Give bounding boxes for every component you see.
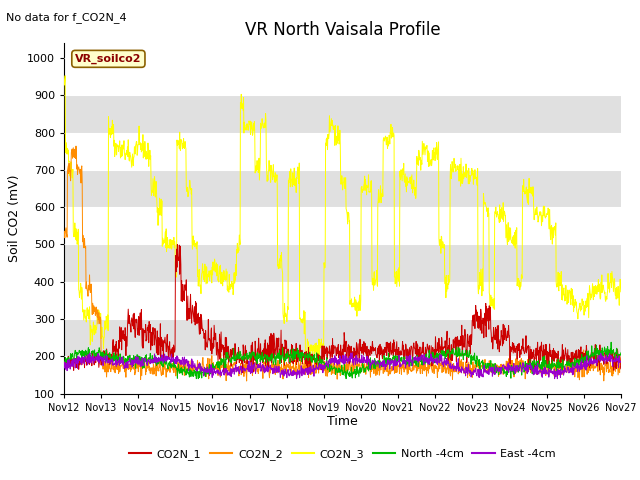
- Text: VR_soilco2: VR_soilco2: [75, 54, 141, 64]
- Bar: [64, 132, 621, 170]
- Bar: [64, 319, 621, 356]
- Bar: [64, 356, 621, 394]
- Text: No data for f_CO2N_4: No data for f_CO2N_4: [6, 12, 127, 23]
- X-axis label: Time: Time: [327, 415, 358, 429]
- Bar: [64, 170, 621, 207]
- Title: VR North Vaisala Profile: VR North Vaisala Profile: [244, 21, 440, 39]
- Y-axis label: Soil CO2 (mV): Soil CO2 (mV): [8, 175, 21, 262]
- Bar: [64, 96, 621, 132]
- Bar: [64, 58, 621, 96]
- Bar: [64, 244, 621, 282]
- Legend: CO2N_1, CO2N_2, CO2N_3, North -4cm, East -4cm: CO2N_1, CO2N_2, CO2N_3, North -4cm, East…: [125, 444, 560, 465]
- Bar: [64, 207, 621, 244]
- Bar: [64, 282, 621, 319]
